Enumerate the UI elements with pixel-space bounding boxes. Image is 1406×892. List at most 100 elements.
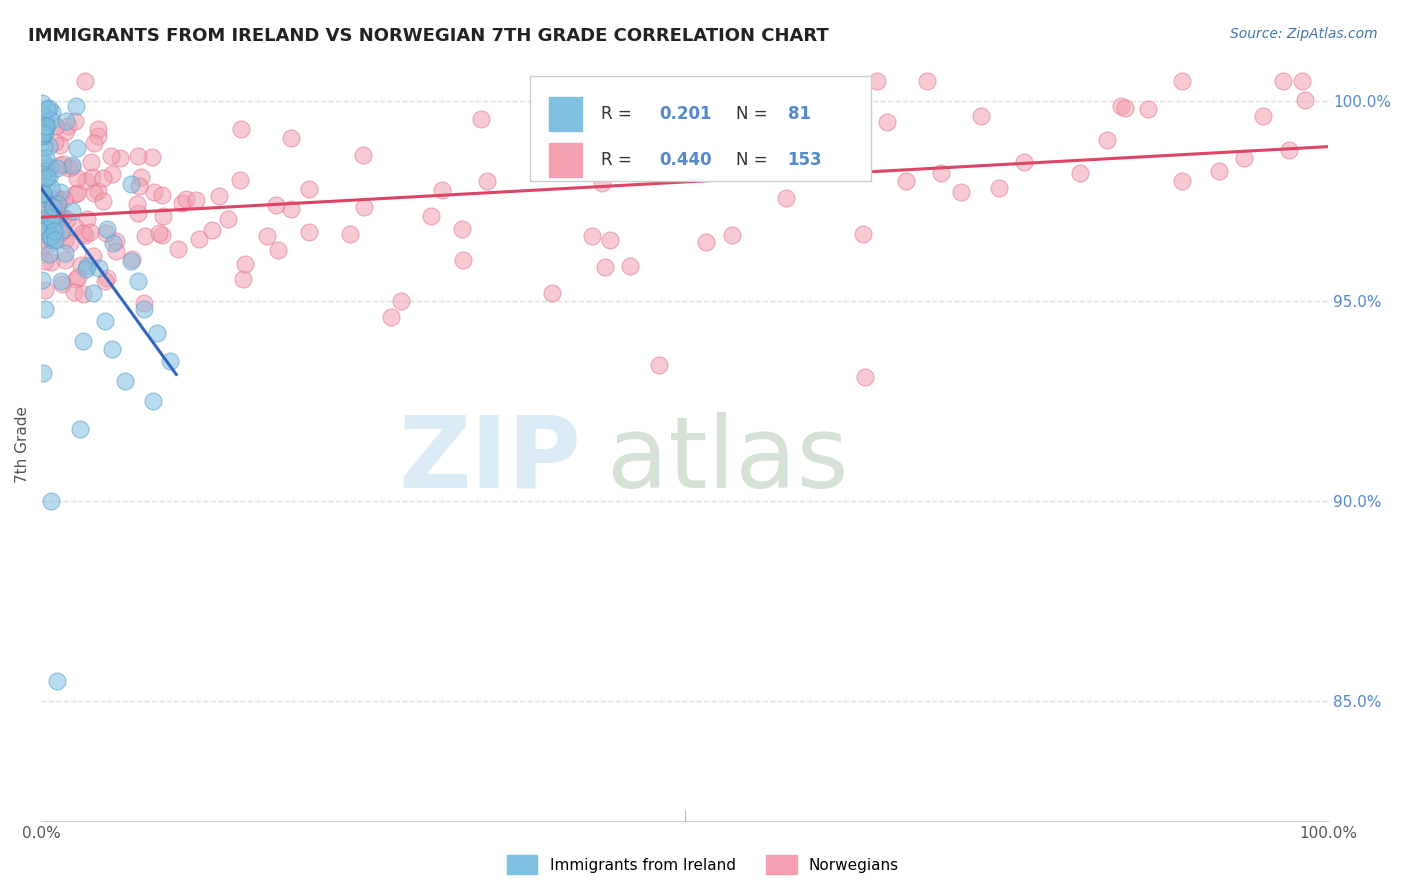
Point (31, 95, 53, 110)
Text: 0.201: 0.201 (659, 105, 711, 123)
Point (48, 209, 70, 223)
Point (31, 191, 53, 205)
Point (49, 137, 72, 152)
Point (32, 366, 55, 380)
Point (132, 295, 155, 310)
Text: ZIP: ZIP (399, 411, 582, 508)
Point (44, 135, 66, 149)
Point (53, 246, 76, 260)
Point (62, 285, 84, 299)
Point (38, 161, 60, 175)
Point (339, 227, 361, 241)
Point (141, 150, 163, 164)
Point (53, 252, 76, 267)
Point (34, 301, 56, 316)
Point (52, 156, 75, 170)
Point (167, 242, 190, 256)
Point (59, 235, 82, 250)
Point (298, 182, 321, 196)
Point (132, 301, 155, 316)
Point (42, 224, 65, 238)
Point (949, 186, 972, 200)
Text: Source: ZipAtlas.com: Source: ZipAtlas.com (1230, 27, 1378, 41)
Point (73, 227, 96, 242)
Bar (550, 143, 582, 177)
Point (53, 233, 76, 247)
Point (970, 110, 993, 124)
Point (66, 270, 89, 285)
Point (46, 191, 69, 205)
Point (51, 277, 73, 291)
Point (49, 225, 72, 239)
Point (233, 257, 256, 271)
Point (1137, 102, 1160, 116)
Point (229, 121, 252, 136)
Point (39, 229, 62, 244)
Point (721, 228, 744, 243)
Point (103, 235, 125, 250)
Point (65, 186, 87, 201)
Point (100, 149, 122, 163)
Point (101, 342, 124, 356)
Point (101, 167, 124, 181)
Point (96, 270, 118, 285)
Point (150, 228, 173, 243)
Point (217, 212, 239, 227)
Point (853, 370, 876, 384)
Point (208, 189, 231, 203)
Point (931, 166, 953, 180)
Point (42, 200, 65, 214)
Point (46, 161, 69, 175)
Point (35, 170, 58, 185)
Point (42, 200, 65, 214)
Point (619, 259, 641, 273)
Point (41, 494, 63, 508)
Text: N =: N = (737, 151, 773, 169)
Point (31, 121, 53, 136)
Point (45, 208, 67, 222)
Point (66, 171, 89, 186)
Point (758, 150, 780, 164)
Point (852, 227, 875, 241)
Point (32, 140, 55, 154)
Point (52, 210, 75, 224)
Point (65, 219, 87, 234)
Point (581, 229, 603, 244)
Point (91, 194, 114, 208)
Point (60, 158, 83, 172)
Point (105, 244, 128, 259)
Point (45, 119, 67, 133)
Point (45, 674, 67, 689)
Point (31, 204, 53, 219)
Point (174, 192, 197, 206)
Point (475, 174, 498, 188)
Point (187, 231, 209, 245)
Point (1291, 73, 1313, 87)
Point (94, 314, 117, 328)
Point (32, 153, 55, 168)
Point (380, 310, 402, 324)
Point (34, 191, 56, 205)
Point (560, 159, 582, 173)
Point (184, 193, 207, 207)
Point (1095, 133, 1118, 147)
Point (72, 334, 94, 348)
Point (31, 105, 53, 120)
Text: 153: 153 (787, 151, 823, 169)
Point (915, 73, 938, 87)
Point (543, 156, 565, 170)
Point (127, 149, 149, 163)
Point (1278, 144, 1301, 158)
Point (114, 374, 136, 388)
Point (127, 206, 149, 220)
Point (866, 73, 889, 87)
Point (595, 260, 617, 274)
Point (34, 114, 56, 128)
Point (540, 286, 562, 301)
Point (60, 204, 83, 219)
Point (31, 218, 53, 232)
Point (96, 226, 118, 240)
Point (45, 201, 67, 215)
Point (46, 196, 69, 211)
Point (70, 258, 93, 272)
